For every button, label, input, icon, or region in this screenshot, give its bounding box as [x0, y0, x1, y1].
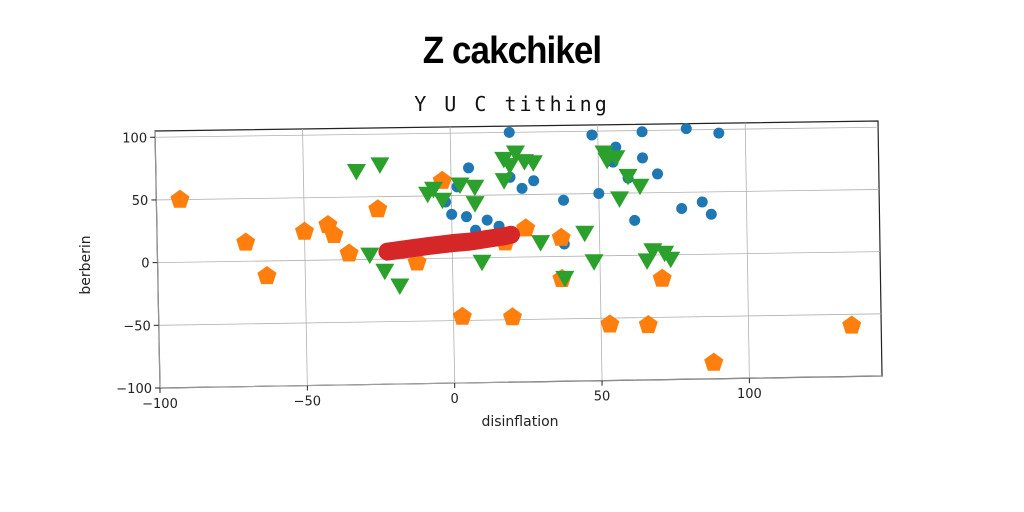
y-tick-label: 100 [122, 131, 147, 146]
data-point-pentagon [170, 189, 190, 208]
data-point-triangle [555, 270, 575, 288]
plot-area [154, 120, 883, 389]
data-point-circle [636, 126, 648, 138]
data-point-pentagon [516, 218, 536, 237]
data-point-band [503, 226, 520, 243]
chart-title: Z cakchikel [422, 30, 602, 72]
y-tick-label: 50 [132, 194, 149, 209]
data-point-pentagon [503, 307, 522, 326]
y-grid-line [155, 126, 879, 138]
data-point-triangle [610, 191, 630, 208]
data-point-circle [481, 214, 493, 226]
y-tick-label: −50 [123, 319, 150, 334]
data-point-circle [676, 203, 688, 215]
data-point-circle [610, 141, 622, 153]
data-point-triangle [465, 179, 485, 197]
data-point-triangle [360, 247, 380, 265]
data-point-triangle [494, 173, 514, 190]
data-point-pentagon [600, 314, 620, 333]
data-point-pentagon [339, 243, 359, 262]
data-point-band [461, 233, 478, 250]
x-grid-line [154, 130, 161, 389]
data-point-pentagon [551, 227, 571, 246]
data-point-pentagon [257, 266, 277, 285]
data-point-triangle [450, 177, 470, 194]
x-grid-line [302, 128, 308, 386]
data-point-circle [593, 188, 605, 200]
data-point-triangle [505, 145, 525, 162]
data-point-circle [705, 208, 717, 220]
data-point-circle [558, 194, 570, 206]
x-grid-line [449, 126, 456, 384]
y-grid-line [157, 251, 881, 264]
data-point-triangle [618, 168, 638, 186]
y-axis-label: berberin [78, 235, 94, 294]
chart-subtitle: Y U C tithing [414, 92, 610, 116]
x-grid-line [597, 124, 603, 381]
data-point-triangle [523, 155, 543, 172]
data-point-circle [503, 126, 515, 138]
y-tick-label: 0 [141, 257, 149, 272]
data-point-pentagon [368, 199, 388, 218]
data-point-circle [528, 175, 540, 187]
x-axis-label: disinflation [481, 414, 558, 430]
y-tick-label: −100 [116, 382, 152, 397]
data-point-band [420, 237, 437, 254]
data-point-pentagon [638, 315, 658, 334]
data-point-circle [516, 182, 528, 194]
data-point-triangle [433, 192, 453, 210]
y-grid-line [156, 189, 880, 201]
data-point-triangle [472, 254, 492, 272]
x-grid-line [744, 122, 750, 379]
data-point-triangle [630, 178, 650, 196]
data-point-triangle [346, 164, 366, 181]
x-tick-label: 0 [451, 392, 459, 407]
data-point-band [379, 243, 396, 260]
data-point-circle [460, 211, 472, 223]
data-point-band [400, 240, 417, 257]
data-point-triangle [424, 181, 443, 199]
data-point-circle [446, 208, 458, 220]
data-point-circle [680, 123, 692, 135]
data-point-circle [629, 214, 641, 226]
data-point-band [479, 230, 496, 247]
x-tick-label: −50 [294, 395, 321, 410]
data-point-pentagon [324, 224, 344, 243]
data-point-band [444, 235, 461, 252]
data-point-pentagon [452, 306, 472, 325]
data-point-pentagon [236, 232, 256, 251]
data-point-pentagon [652, 268, 672, 287]
data-point-circle [713, 127, 725, 139]
data-point-triangle [597, 152, 617, 170]
x-tick-label: 50 [594, 390, 611, 405]
data-point-triangle [500, 158, 520, 175]
data-point-triangle [465, 196, 485, 213]
data-point-triangle [584, 254, 604, 271]
data-point-pentagon [842, 315, 862, 334]
data-point-circle [463, 162, 475, 174]
data-point-triangle [375, 263, 395, 281]
data-point-triangle [575, 225, 595, 243]
data-point-circle [586, 129, 598, 141]
data-point-pentagon [704, 352, 724, 371]
x-tick-label: −100 [142, 397, 178, 412]
data-point-triangle [370, 157, 390, 174]
data-point-pentagon [295, 221, 314, 240]
data-point-triangle [531, 235, 551, 252]
y-grid-line [159, 375, 883, 389]
data-point-triangle [661, 251, 681, 269]
x-tick-label: 100 [737, 387, 762, 402]
data-point-triangle [390, 278, 410, 295]
data-point-circle [636, 152, 648, 164]
data-point-circle [652, 168, 664, 180]
data-point-circle [696, 196, 708, 208]
